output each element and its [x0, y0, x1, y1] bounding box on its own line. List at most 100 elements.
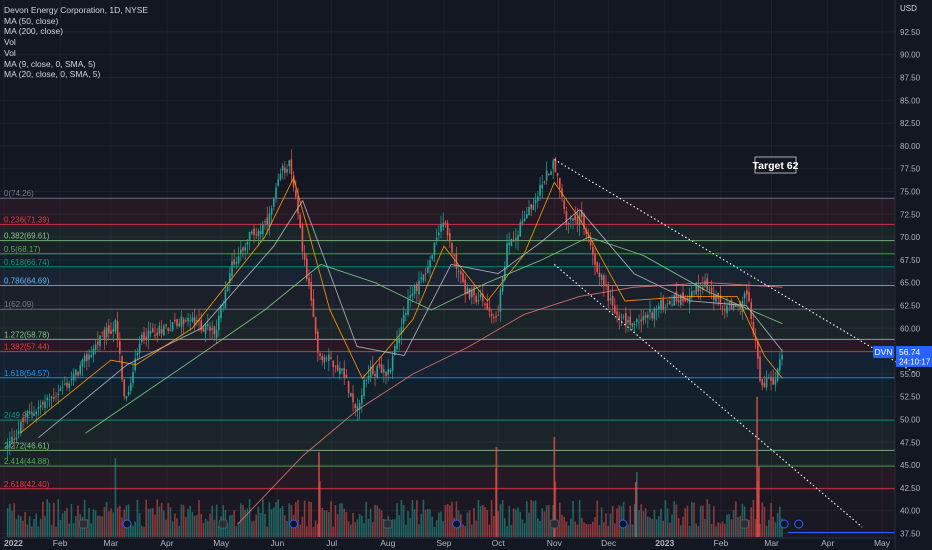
candle-body [160, 329, 163, 334]
y-tick-label: 37.50 [900, 529, 921, 538]
x-tick-label: May [213, 538, 230, 548]
candle-body [20, 421, 22, 434]
earnings-marker[interactable] [218, 519, 228, 529]
volume-bar [248, 499, 251, 537]
indicator-ma50[interactable]: MA (50, close) [4, 15, 59, 26]
volume-bar [475, 520, 478, 537]
symbol-title[interactable]: Devon Energy Corporation, 1D, NYSE [4, 5, 149, 15]
candle-body [391, 355, 394, 371]
dividend-marker[interactable] [794, 519, 804, 529]
earnings-marker[interactable] [549, 519, 559, 529]
indicator-vol[interactable]: Vol [4, 37, 16, 48]
price-badge[interactable]: DVN 56.74 24:10:17 [873, 346, 932, 367]
volume-bar [765, 525, 768, 537]
volume-bar [649, 517, 651, 537]
candle-body [427, 267, 429, 273]
indicator-ma200[interactable]: MA (200, close) [4, 26, 64, 37]
volume-bar [578, 499, 581, 537]
volume-bar [105, 501, 108, 537]
indicator-vol-2[interactable]: Vol [4, 47, 16, 58]
volume-spike-bar [495, 447, 498, 537]
candle-body [290, 159, 293, 175]
indicator-ma9[interactable]: MA (9, close, 0, SMA, 5) [4, 58, 96, 69]
volume-bar [625, 526, 627, 537]
volume-bar [521, 519, 524, 537]
event-markers[interactable] [79, 519, 895, 534]
y-tick-label: 50.00 [900, 415, 921, 424]
y-tick-label: 77.50 [900, 165, 921, 174]
volume-bar [361, 515, 363, 537]
volume-bar [17, 514, 20, 537]
dividend-marker[interactable] [289, 519, 299, 529]
volume-bar [193, 515, 196, 537]
dividend-marker[interactable] [618, 519, 628, 529]
dividend-marker[interactable] [779, 519, 789, 529]
candle-body [328, 354, 330, 361]
candle-body [451, 242, 453, 253]
volume-bar [303, 500, 306, 537]
volume-bar [561, 514, 563, 537]
volume-bar [728, 513, 731, 537]
candle-body [88, 354, 90, 360]
y-tick-label: 65.00 [900, 279, 921, 288]
volume-bar [257, 506, 260, 537]
indicator-ma20[interactable]: MA (20, close, 0, SMA, 5) [4, 69, 101, 80]
volume-bar [528, 512, 530, 537]
volume-bar [444, 505, 447, 537]
volume-bar [182, 505, 185, 537]
volume-bar [479, 506, 482, 537]
volume-bar [603, 522, 605, 537]
x-tick-label: Jul [326, 538, 337, 548]
earnings-marker[interactable] [740, 519, 749, 529]
candle-body [732, 303, 735, 311]
volume-bar [145, 499, 148, 537]
candle-body [193, 317, 196, 326]
x-tick-label: Mar [764, 538, 779, 548]
earnings-marker[interactable] [383, 519, 393, 529]
candle-body [215, 329, 218, 338]
volume-bar [616, 508, 618, 537]
volume-bar [398, 515, 401, 537]
candle-body [759, 356, 761, 381]
candle-body [323, 357, 326, 363]
y-tick-label: 85.00 [900, 96, 921, 105]
descending-channel[interactable] [553, 159, 917, 528]
candle-body [431, 255, 434, 259]
volume-bar [530, 499, 533, 537]
dividend-marker[interactable] [452, 519, 462, 529]
volume-bar [585, 523, 588, 537]
candle-body [724, 309, 726, 311]
candle-body [297, 196, 299, 214]
candle-body [710, 287, 713, 292]
volume-bar [596, 500, 599, 537]
volume-bar [50, 524, 53, 537]
target-annotation[interactable]: Target 62 [753, 156, 799, 174]
dividend-marker[interactable] [122, 519, 132, 529]
candle-body [607, 284, 610, 302]
ticker-badge [873, 346, 894, 358]
volume-bar [277, 499, 280, 537]
candle-body [101, 331, 104, 333]
y-tick-label: 40.00 [900, 507, 921, 516]
fib-band [0, 253, 895, 267]
candle-body [592, 246, 594, 255]
volume-bar [768, 519, 770, 537]
candle-body [347, 381, 350, 393]
candle-body [721, 306, 724, 307]
candle-body [543, 182, 546, 183]
candle-body [152, 328, 154, 333]
volume-bar [537, 518, 539, 537]
volume-bar [482, 505, 484, 537]
volume-bar [570, 518, 572, 537]
channel-lower-line[interactable] [553, 264, 863, 528]
volume-bar [776, 513, 779, 537]
earnings-marker[interactable] [79, 519, 89, 529]
volume-bar [26, 524, 29, 537]
candle-body [737, 304, 739, 307]
y-tick-label: 92.50 [900, 28, 921, 37]
volume-bar [72, 523, 75, 537]
volume-bar [638, 510, 640, 537]
volume-bar [343, 508, 346, 537]
candle-body [420, 277, 423, 280]
